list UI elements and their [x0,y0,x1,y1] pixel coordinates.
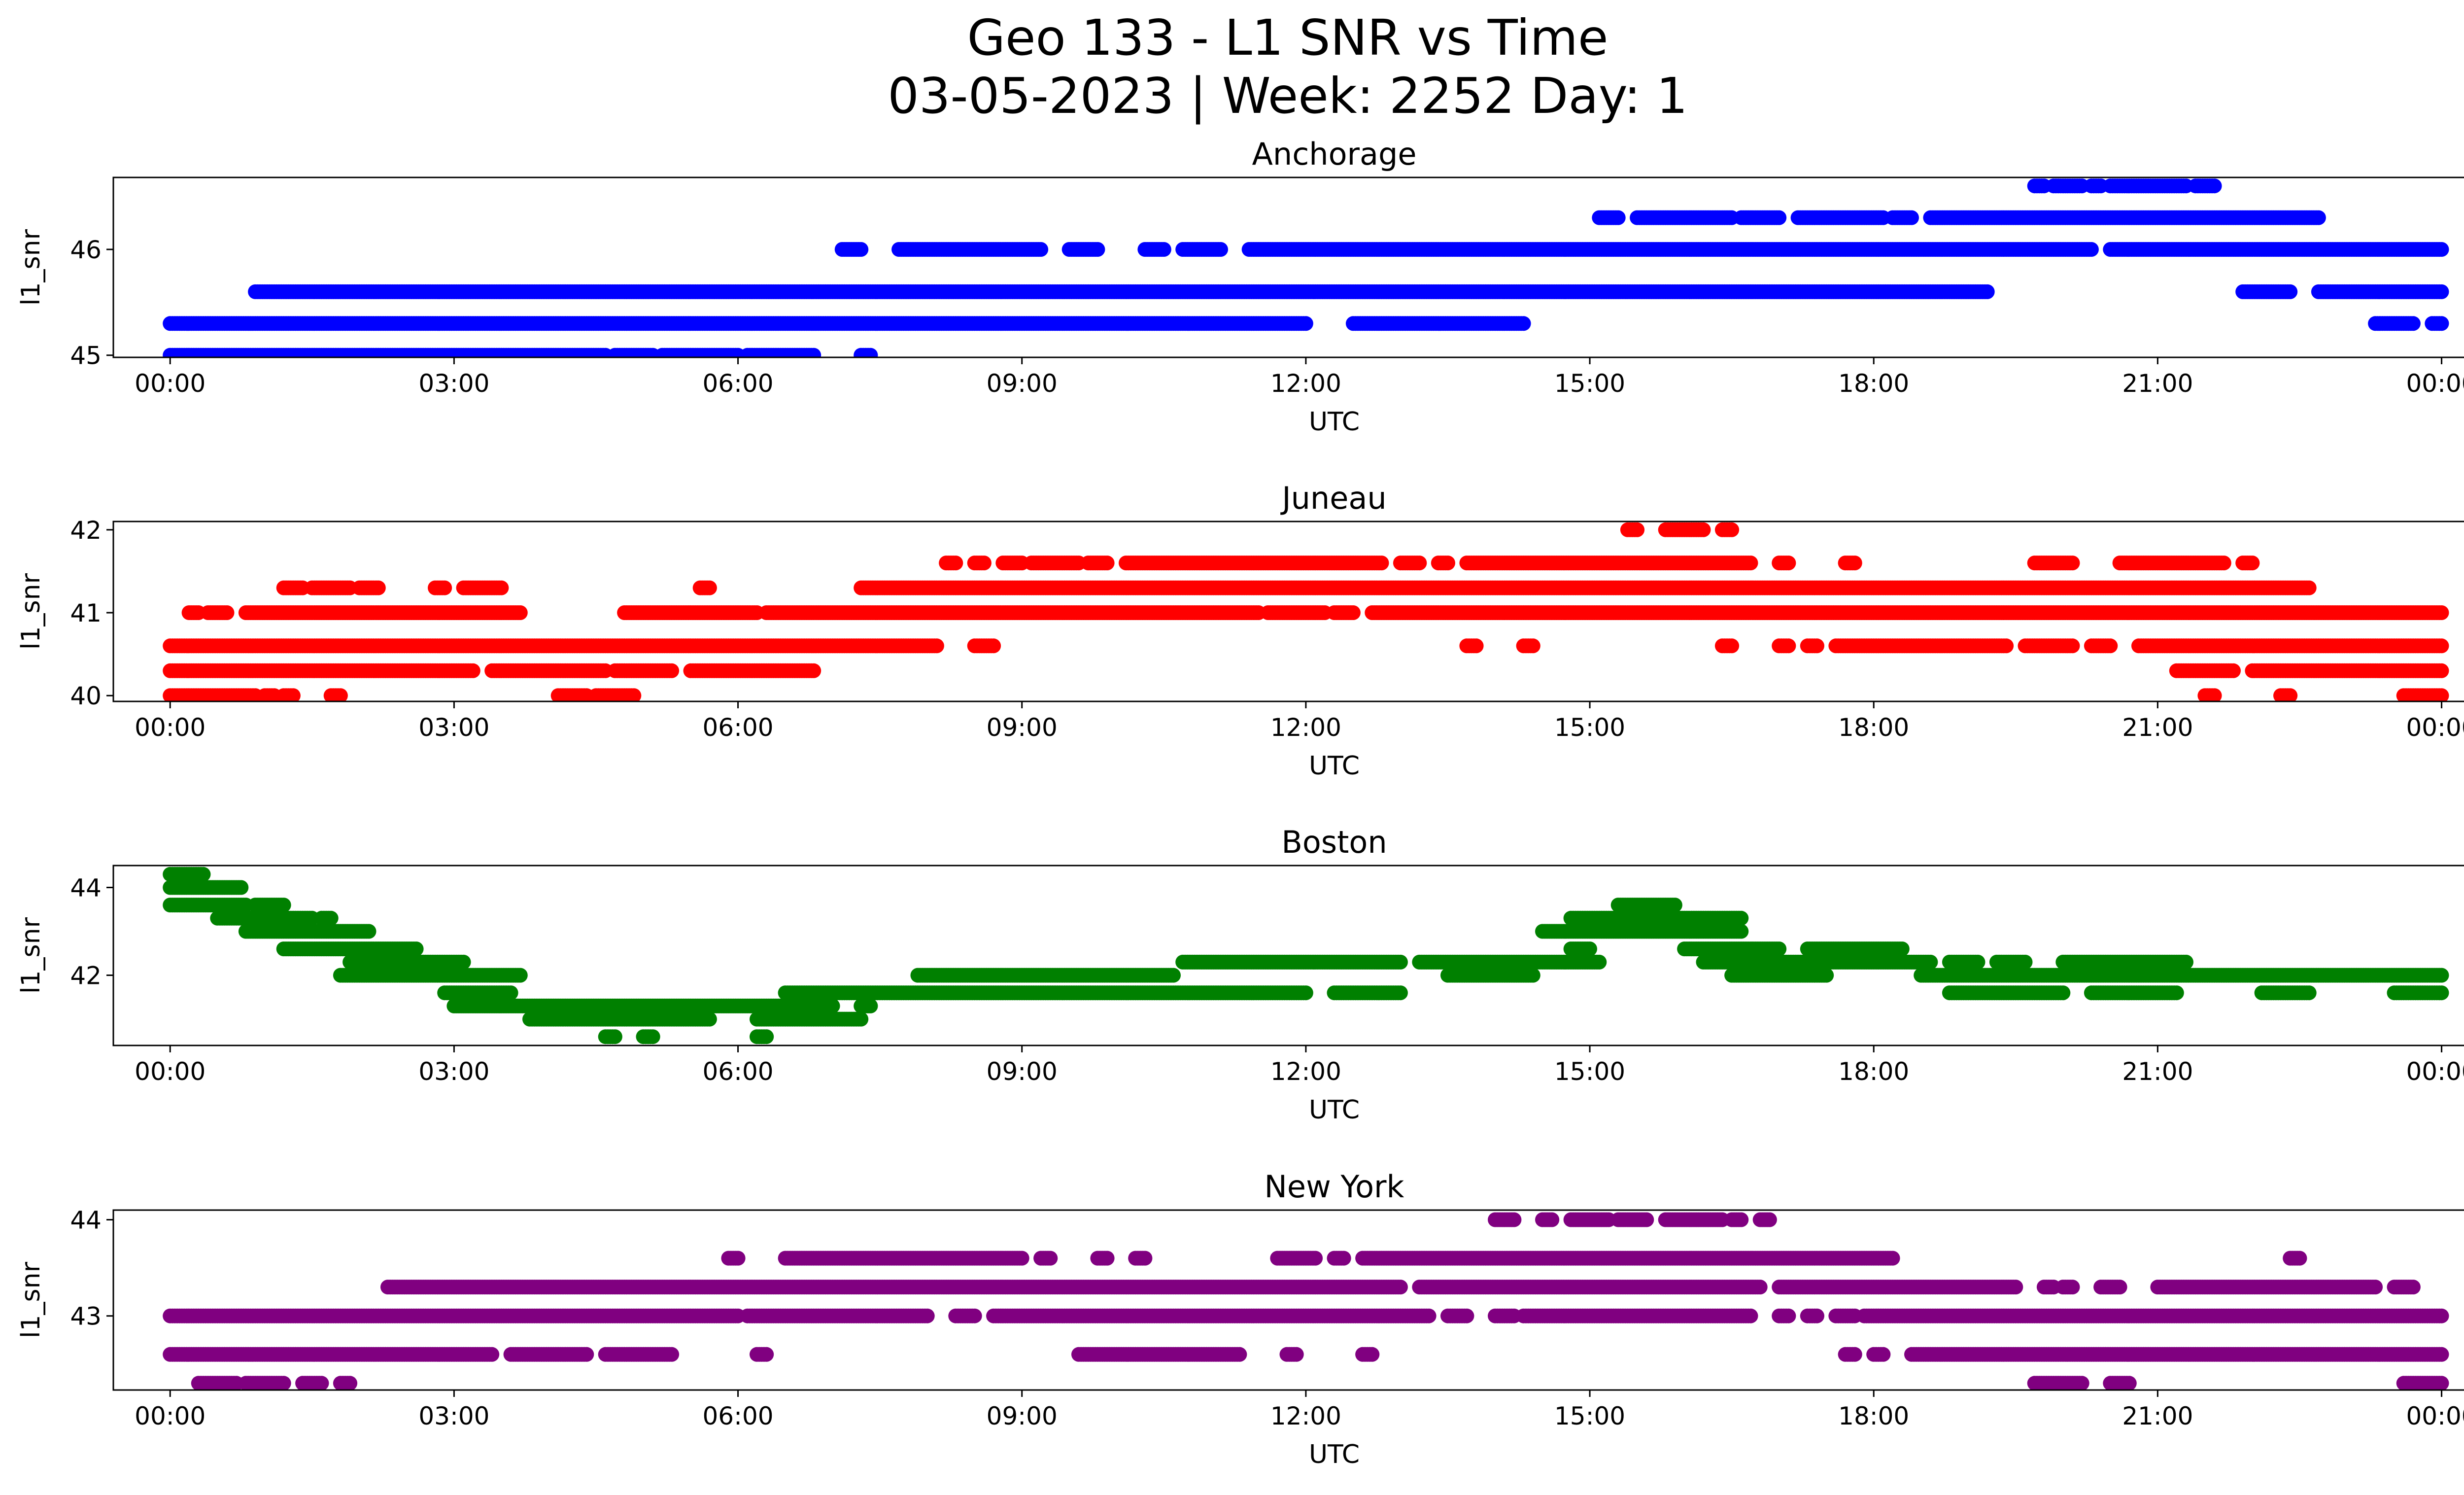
y-axis-label: l1_snr [16,229,46,306]
data-point [2207,688,2222,701]
data-point [2103,638,2118,654]
subplot-title: Anchorage [1252,136,1416,172]
data-point [929,638,944,654]
data-point [437,580,452,595]
data-point [2434,605,2449,620]
data-points [163,178,2449,357]
data-point [1090,242,1105,257]
data-point [2283,688,2298,701]
data-point [333,688,348,701]
data-point [626,688,642,701]
data-point [806,663,821,678]
x-tick-label: 00:00 [135,369,205,398]
data-point [1213,242,1228,257]
x-tick-label: 21:00 [2122,369,2193,398]
data-point [863,348,878,357]
data-point [2311,210,2326,225]
data-point [1980,284,1995,299]
data-point [702,580,717,595]
data-point [1904,210,1919,225]
data-point [1033,242,1049,257]
data-point [1516,316,1531,331]
x-tick-label: 06:00 [703,369,774,398]
data-point [1156,242,1171,257]
data-point [2065,638,2080,654]
data-point [2434,316,2449,331]
x-tick-label: 09:00 [987,369,1058,398]
data-point [2207,178,2222,194]
data-point [2283,284,2298,299]
data-point [219,605,235,620]
data-point [285,688,301,701]
x-tick-label: 03:00 [418,369,489,398]
y-tick-label: 45 [70,342,102,370]
x-tick-label: 12:00 [1270,369,1341,398]
data-point [2434,688,2449,701]
data-point [1469,638,1484,654]
data-point [986,638,1001,654]
data-point [1345,605,1361,620]
data-point [494,580,509,595]
x-tick-label: 15:00 [1554,369,1625,398]
data-point [2434,242,2449,257]
data-point [1298,316,1313,331]
x-tick-label: 18:00 [1838,369,1909,398]
data-point [2434,638,2449,654]
data-point [371,580,386,595]
data-point [1781,638,1796,654]
data-points [163,522,2449,701]
data-point [1810,638,1824,654]
x-tick-label: 00:00 [2406,369,2464,398]
figure-title-line-1: Geo 133 - L1 SNR vs Time [967,9,1608,67]
data-point [1724,638,1740,654]
data-point [1772,210,1787,225]
data-point [2405,316,2421,331]
plot-frame [112,176,2464,358]
data-point [2084,242,2099,257]
x-axis-label: UTC [1309,407,1360,437]
data-point [1525,638,1540,654]
data-point [1999,638,2014,654]
y-tick-label: 46 [70,236,102,264]
data-point [664,663,680,678]
subplot-anchorage: Anchorage 00:00 03:00 06:00 09:00 12:00 15:00 1… [16,136,2464,437]
figure-title: Geo 133 - L1 SNR vs Time 03-05-2023 | We… [0,9,2464,125]
data-point [2434,284,2449,299]
data-point [806,348,821,357]
data-point [854,242,869,257]
subplot-title: Juneau [1280,480,1386,516]
data-point [2434,663,2449,678]
data-point [465,663,480,678]
data-point [1610,210,1626,225]
data-point [513,605,528,620]
data-point [2226,663,2241,678]
figure-title-line-2: 03-05-2023 | Week: 2252 Day: 1 [888,67,1688,125]
